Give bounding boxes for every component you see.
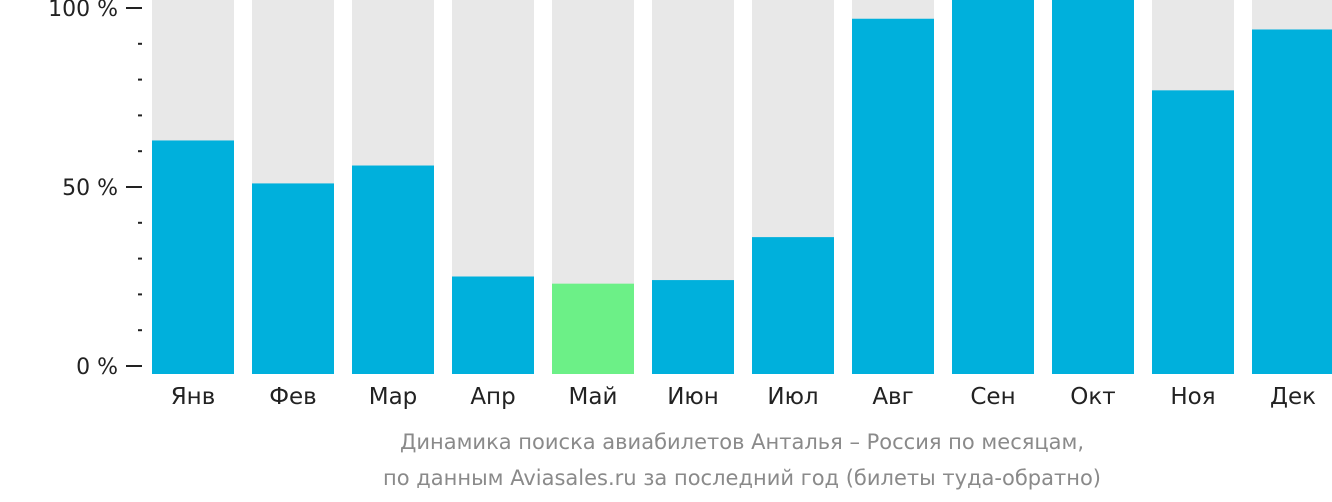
x-tick-label: Янв bbox=[171, 384, 216, 410]
x-tick-label: Июн bbox=[667, 384, 719, 410]
bar-12 bbox=[1252, 29, 1332, 374]
x-tick-label: Сен bbox=[970, 384, 1015, 410]
x-tick-label: Июл bbox=[767, 384, 818, 410]
x-tick-label: Апр bbox=[470, 384, 515, 410]
y-tick-label: 100 % bbox=[48, 0, 118, 22]
y-tick-label: 0 % bbox=[76, 355, 118, 380]
bar-3 bbox=[352, 165, 434, 374]
bar-7 bbox=[752, 237, 834, 374]
y-tick-label: 50 % bbox=[62, 176, 118, 201]
x-tick-label: Фев bbox=[269, 384, 317, 410]
x-tick-label: Май bbox=[569, 384, 618, 410]
bar-8 bbox=[852, 18, 934, 375]
bar-1 bbox=[152, 140, 234, 374]
bar-2 bbox=[252, 183, 334, 374]
bar-10 bbox=[1052, 0, 1134, 374]
x-tick-label: Окт bbox=[1070, 384, 1115, 410]
x-tick-label: Дек bbox=[1270, 384, 1316, 410]
chart-caption-line-1: Динамика поиска авиабилетов Анталья – Ро… bbox=[399, 430, 1085, 454]
bar-9 bbox=[952, 0, 1034, 374]
chart-caption-line-2: по данным Aviasales.ru за последний год … bbox=[383, 466, 1101, 490]
x-tick-label: Ноя bbox=[1170, 384, 1215, 410]
monthly-search-bar-chart: 100 % 50 % 0 % Янв Фев Мар Апр Май Июн Июл Авг Сен О… bbox=[48, 0, 1332, 410]
bar-5 bbox=[552, 283, 634, 374]
bar-4 bbox=[452, 276, 534, 374]
x-tick-label: Мар bbox=[369, 384, 418, 410]
bar-6 bbox=[652, 280, 734, 374]
x-tick-label: Авг bbox=[872, 384, 913, 410]
bar-11 bbox=[1152, 90, 1234, 374]
